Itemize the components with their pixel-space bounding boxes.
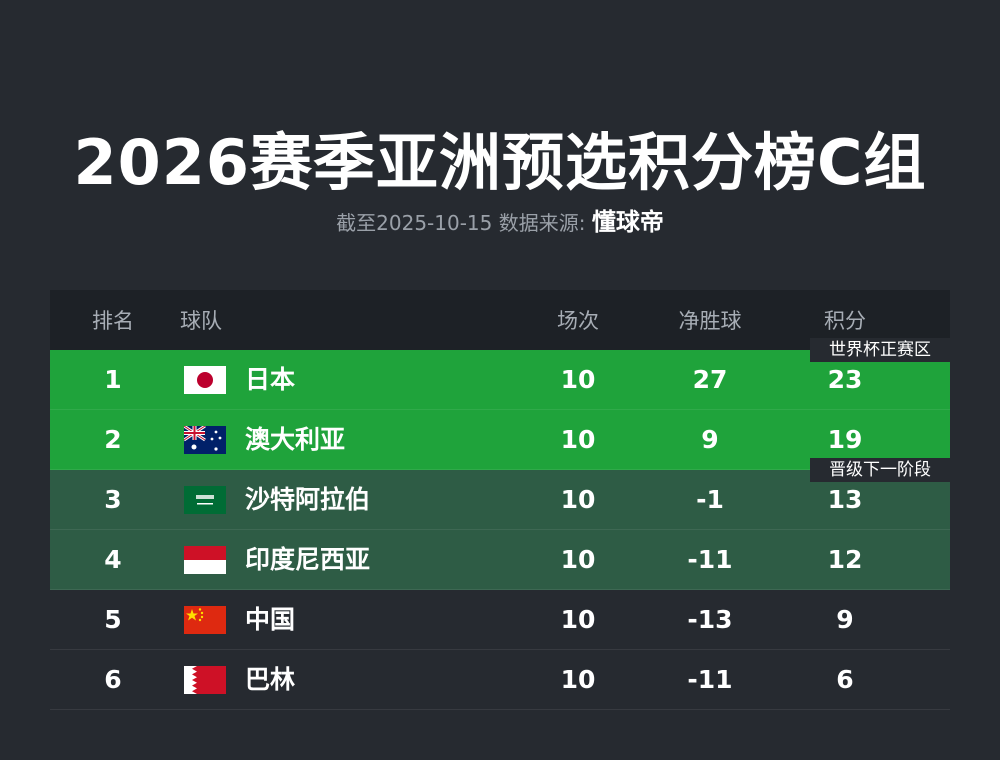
cell: 12 [827,545,863,574]
cell: -13 [687,605,733,634]
flag [184,606,226,634]
cell: 10 [560,605,596,634]
cell: 23 [827,365,863,394]
title: 2026赛季亚洲预选积分榜C组 [73,126,927,199]
column-header: 积分 [824,309,866,333]
column-header: 球队 [180,309,222,333]
source: 懂球帝 [591,208,664,236]
cell: 5 [104,605,122,634]
cell: 10 [560,485,596,514]
subtitle: 截至2025-10-15 数据来源: [336,211,586,235]
team-name: 印度尼西亚 [245,545,371,574]
cell: 10 [560,545,596,574]
team-name: 沙特阿拉伯 [245,485,371,514]
cell: -1 [696,485,724,514]
team-name: 澳大利亚 [245,425,346,454]
cell: 10 [560,365,596,394]
cell: 9 [701,425,719,454]
table-row: 4 印度尼西亚 10 -11 12 [50,530,950,590]
flag [184,546,226,574]
subtitle-line: 截至2025-10-15 数据来源: 懂球帝 [0,202,1000,237]
cell: -11 [687,665,733,694]
flag [184,366,226,394]
flag [184,426,226,454]
team-name: 中国 [245,605,296,634]
zone-label: 晋级下一阶段 [810,458,950,482]
cell: -11 [687,545,733,574]
table-row: 6 巴林 10 -11 6 [50,650,950,710]
table-row: 2 澳大利亚 10 9 19 [50,410,950,470]
team-name: 巴林 [245,665,296,694]
table-row: 5 中国 10 -13 9 [50,590,950,650]
column-header: 场次 [557,309,599,333]
cell: 3 [104,485,122,514]
cell: 6 [836,665,854,694]
column-header: 净胜球 [678,309,742,333]
table-row: 3 沙特阿拉伯 10 -1 13 [50,470,950,530]
cell: 6 [104,665,122,694]
table-row: 1 日本 10 27 23 [50,350,950,410]
cell: 9 [836,605,854,634]
cell: 4 [104,545,122,574]
cell: 19 [827,425,863,454]
table-header: 排名 球队 场次 净胜球 积分 [50,290,950,350]
flag [184,486,226,514]
cell: 1 [104,365,122,394]
cell: 13 [827,485,863,514]
cell: 2 [104,425,122,454]
cell: 10 [560,425,596,454]
flag [184,666,226,694]
cell: 10 [560,665,596,694]
cell: 27 [692,365,728,394]
zone-label: 世界杯正赛区 [810,338,950,362]
column-header: 排名 [92,309,134,333]
team-name: 日本 [245,365,296,394]
